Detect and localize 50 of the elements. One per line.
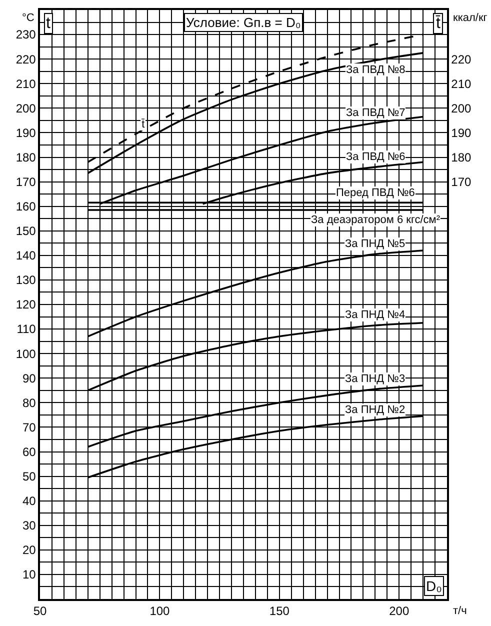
y-tick-label: 190 [16, 126, 36, 140]
y-tick-label: 20 [22, 543, 36, 558]
y-tick-label: 150 [16, 224, 36, 238]
series-label: t̄ [141, 118, 145, 130]
y-tick-label: 90 [22, 371, 36, 386]
series-label: За ПВД №7 [346, 107, 406, 119]
y-tick-label: 160 [16, 200, 36, 214]
y-tick-label: 140 [16, 248, 36, 263]
y-tick-label: 130 [16, 273, 36, 288]
text: т/ч [453, 605, 467, 617]
y-tick-label: 30 [22, 518, 36, 533]
y-tick-label: 40 [22, 494, 36, 508]
y-tick-label: 50 [22, 469, 36, 484]
x-tick-label: 100 [150, 604, 170, 618]
series-label: За ПНД №3 [345, 373, 406, 385]
series-label: За деаэратором 6 кгс/см² [311, 214, 440, 226]
y-tick-label: 180 [16, 150, 36, 164]
y2-axis-title: t̄ [435, 15, 441, 32]
series-label: За ПВД №8 [346, 64, 406, 76]
x-axis-title: D₀ [426, 578, 442, 594]
y-tick-label: 230 [16, 28, 36, 42]
series-label: За ПНД №2 [345, 404, 406, 416]
y-axis-title: t [46, 15, 51, 32]
x-tick-label: 150 [269, 604, 290, 618]
y2-tick-label: 220 [451, 52, 472, 66]
y-tick-label: 60 [22, 444, 36, 459]
y-tick-label: 220 [16, 52, 36, 66]
y-tick-label: 80 [22, 396, 36, 410]
series-label: Перед ПВД №6 [336, 187, 415, 199]
y2-tick-label: 210 [451, 76, 472, 91]
y-tick-label: 200 [16, 101, 36, 116]
chart-title: Условие: Gп.в = D₀ [186, 15, 301, 30]
text: °C [22, 12, 34, 24]
x-tick-label: 50 [33, 604, 47, 618]
y-tick-label: 120 [16, 298, 36, 312]
y-tick-label: 70 [22, 420, 36, 434]
series-label: За ПНД №5 [345, 238, 406, 250]
y2-tick-label: 190 [451, 126, 472, 140]
y-tick-label: 110 [16, 322, 36, 336]
x-tick-label: 200 [389, 604, 410, 618]
y2-tick-label: 180 [451, 150, 472, 164]
y-tick-label: 170 [16, 174, 36, 189]
text: ккал/кг [453, 12, 488, 24]
y-tick-label: 210 [16, 76, 36, 91]
y-tick-label: 10 [22, 568, 36, 582]
series-label: За ПВД №6 [346, 151, 406, 163]
y-tick-label: 100 [16, 346, 36, 361]
y2-tick-label: 200 [451, 101, 472, 116]
y2-tick-label: 170 [451, 174, 472, 189]
series-label: За ПНД №4 [345, 309, 406, 321]
